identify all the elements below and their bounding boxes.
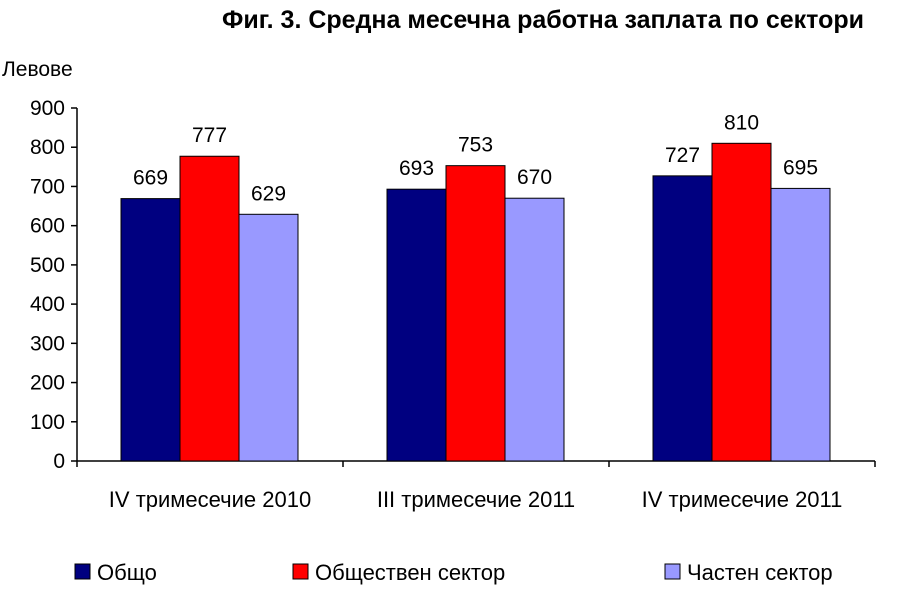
y-tick-label: 600 (30, 215, 65, 238)
y-tick-label: 800 (30, 136, 65, 159)
legend-swatch (664, 563, 681, 580)
bar (652, 175, 713, 462)
legend-label: Обществен сектор (315, 560, 505, 585)
legend-swatch (292, 563, 309, 580)
y-tick-label: 0 (53, 450, 65, 473)
data-label: 810 (724, 111, 759, 134)
y-tick-label: 200 (30, 372, 65, 395)
legend-label: Частен сектор (687, 560, 833, 585)
x-tick-label: IV тримесечие 2010 (109, 487, 311, 512)
data-label: 693 (399, 157, 434, 180)
bar (711, 142, 772, 462)
legend-label: Общо (97, 560, 157, 585)
y-axis-label: Левове (2, 58, 73, 81)
y-tick-label: 400 (30, 293, 65, 316)
y-tick-label: 700 (30, 175, 65, 198)
bar (445, 165, 506, 462)
data-label: 777 (192, 124, 227, 147)
y-tick-label: 300 (30, 332, 65, 355)
y-tick-label: 100 (30, 411, 65, 434)
data-label: 727 (665, 144, 700, 167)
y-tick-label: 500 (30, 254, 65, 277)
bar (238, 213, 299, 462)
bar (179, 155, 240, 462)
chart-title: Фиг. 3. Средна месечна работна заплата п… (222, 6, 864, 34)
data-label: 695 (783, 156, 818, 179)
data-label: 629 (251, 182, 286, 205)
x-tick-label: III тримесечие 2011 (377, 487, 575, 512)
bar (770, 187, 831, 462)
data-label: 753 (458, 134, 493, 157)
data-label: 670 (517, 166, 552, 189)
data-label: 669 (133, 167, 168, 190)
legend-swatch (74, 563, 91, 580)
bar (120, 198, 181, 462)
y-tick-label: 900 (30, 97, 65, 120)
x-tick-label: IV тримесечие 2011 (642, 487, 843, 512)
bar (386, 188, 447, 462)
bar (504, 197, 565, 462)
